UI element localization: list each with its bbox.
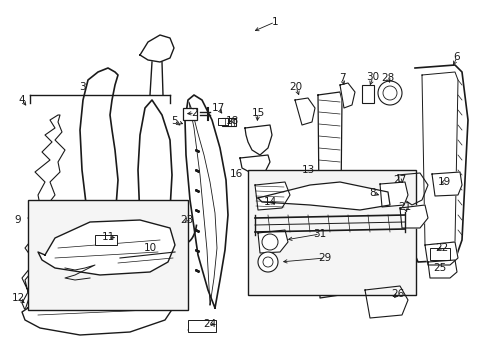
Polygon shape [254,182,289,210]
Polygon shape [339,83,354,108]
Bar [218,118,227,125]
Polygon shape [294,98,314,125]
Circle shape [262,234,278,250]
Text: 29: 29 [318,253,331,263]
Bar [222,118,236,126]
Text: 20: 20 [289,82,302,92]
Bar [429,248,449,260]
Polygon shape [414,65,467,262]
Circle shape [258,252,278,272]
Polygon shape [38,220,175,275]
Polygon shape [379,182,407,207]
Bar [187,320,216,332]
Polygon shape [140,35,174,62]
Text: 19: 19 [436,177,450,187]
Polygon shape [22,115,65,310]
Text: 3: 3 [79,82,85,92]
Text: 22: 22 [434,243,447,253]
Circle shape [263,257,272,267]
Bar [28,200,187,310]
Polygon shape [364,286,407,318]
Polygon shape [399,205,427,228]
Text: 31: 31 [313,229,326,239]
Text: 8: 8 [369,188,376,198]
Polygon shape [22,283,175,335]
Polygon shape [424,242,457,265]
Text: 11: 11 [101,232,114,242]
Text: 6: 6 [453,52,459,62]
Circle shape [377,81,401,105]
Polygon shape [184,95,227,308]
Text: 7: 7 [338,73,345,83]
Polygon shape [240,155,269,175]
Bar [247,170,415,295]
Bar [361,85,373,103]
Text: 2: 2 [191,108,198,118]
Text: 12: 12 [11,293,24,303]
Text: 18: 18 [225,116,238,126]
Text: 9: 9 [15,215,21,225]
Text: 23: 23 [180,215,193,225]
Text: 25: 25 [432,263,446,273]
Polygon shape [258,182,389,210]
Polygon shape [258,230,287,253]
Text: 13: 13 [301,165,314,175]
Bar [183,108,197,120]
Text: 21: 21 [398,202,411,212]
Text: 16: 16 [229,169,242,179]
Text: 5: 5 [170,116,177,126]
Text: 24: 24 [203,319,216,329]
Circle shape [382,86,396,100]
Text: 1: 1 [271,17,278,27]
Polygon shape [427,260,456,278]
Polygon shape [317,92,341,298]
Text: 27: 27 [392,175,406,185]
Text: 4: 4 [19,95,25,105]
Text: 26: 26 [390,289,404,299]
Bar [95,235,117,245]
Text: 30: 30 [366,72,379,82]
Text: 10: 10 [143,243,156,253]
Text: 15: 15 [251,108,264,118]
Text: 17: 17 [211,103,224,113]
Text: 28: 28 [381,73,394,83]
Polygon shape [431,172,461,196]
Polygon shape [244,125,271,155]
Text: 14: 14 [263,197,276,207]
